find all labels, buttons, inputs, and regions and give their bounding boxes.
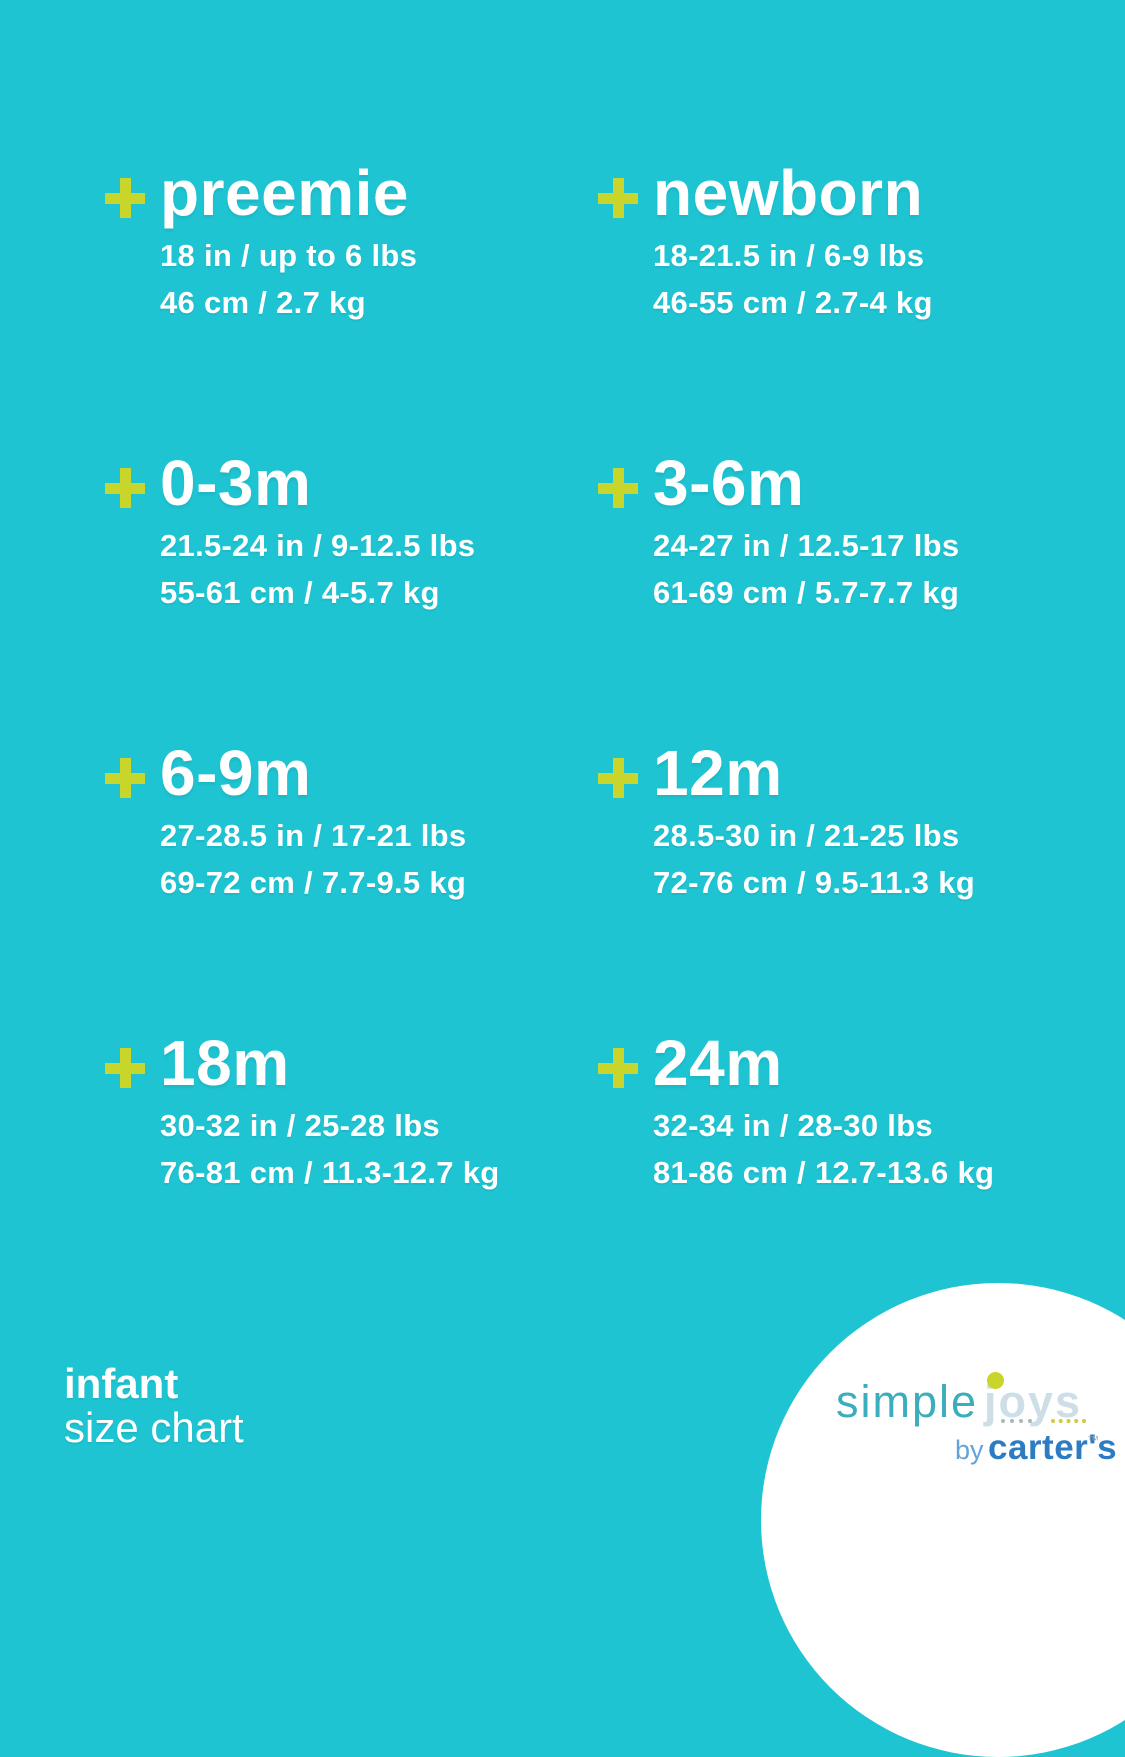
size-metric: 72-76 cm / 9.5-11.3 kg: [653, 865, 975, 900]
size-grid: preemie 18 in / up to 6 lbs 46 cm / 2.7 …: [0, 160, 1125, 1320]
size-metric: 76-81 cm / 11.3-12.7 kg: [160, 1155, 500, 1190]
size-imperial: 32-34 in / 28-30 lbs: [653, 1108, 933, 1143]
plus-icon: [105, 1048, 145, 1088]
size-imperial: 27-28.5 in / 17-21 lbs: [160, 818, 467, 853]
size-label: 18m: [160, 1027, 290, 1099]
size-cell-0-3m: 0-3m 21.5-24 in / 9-12.5 lbs 55-61 cm / …: [105, 450, 598, 740]
size-imperial: 21.5-24 in / 9-12.5 lbs: [160, 528, 476, 563]
size-label: 24m: [653, 1027, 783, 1099]
size-metric: 46-55 cm / 2.7-4 kg: [653, 285, 933, 320]
size-imperial: 18-21.5 in / 6-9 lbs: [653, 238, 925, 273]
plus-icon: [598, 468, 638, 508]
plus-icon: [105, 178, 145, 218]
size-cell-6-9m: 6-9m 27-28.5 in / 17-21 lbs 69-72 cm / 7…: [105, 740, 598, 1030]
logo-by-text: by: [955, 1435, 984, 1465]
size-cell-newborn: newborn 18-21.5 in / 6-9 lbs 46-55 cm / …: [598, 160, 1125, 450]
size-metric: 69-72 cm / 7.7-9.5 kg: [160, 865, 467, 900]
logo-carters-text: carter's: [988, 1428, 1118, 1467]
size-metric: 81-86 cm / 12.7-13.6 kg: [653, 1155, 995, 1190]
logo-dots-gray-icon: [1001, 1419, 1032, 1423]
size-label: newborn: [653, 157, 924, 229]
plus-icon: [105, 758, 145, 798]
size-cell-3-6m: 3-6m 24-27 in / 12.5-17 lbs 61-69 cm / 5…: [598, 450, 1125, 740]
plus-icon: [105, 468, 145, 508]
size-metric: 61-69 cm / 5.7-7.7 kg: [653, 575, 960, 610]
size-cell-24m: 24m 32-34 in / 28-30 lbs 81-86 cm / 12.7…: [598, 1030, 1125, 1320]
plus-icon: [598, 758, 638, 798]
size-cell-preemie: preemie 18 in / up to 6 lbs 46 cm / 2.7 …: [105, 160, 598, 450]
footer-category: infant: [64, 1360, 179, 1407]
size-label: 12m: [653, 737, 783, 809]
size-imperial: 28.5-30 in / 21-25 lbs: [653, 818, 960, 853]
size-imperial: 24-27 in / 12.5-17 lbs: [653, 528, 960, 563]
size-imperial: 30-32 in / 25-28 lbs: [160, 1108, 440, 1143]
size-label: 0-3m: [160, 447, 312, 519]
size-label: 3-6m: [653, 447, 805, 519]
size-metric: 46 cm / 2.7 kg: [160, 285, 366, 320]
size-metric: 55-61 cm / 4-5.7 kg: [160, 575, 440, 610]
logo-word-simple: simple: [836, 1376, 979, 1427]
footer-subtitle: size chart: [64, 1404, 244, 1451]
size-label: preemie: [160, 157, 409, 229]
chart-footer: infant size chart: [64, 1362, 244, 1450]
plus-icon: [598, 178, 638, 218]
size-cell-12m: 12m 28.5-30 in / 21-25 lbs 72-76 cm / 9.…: [598, 740, 1125, 1030]
size-cell-18m: 18m 30-32 in / 25-28 lbs 76-81 cm / 11.3…: [105, 1030, 598, 1320]
plus-icon: [598, 1048, 638, 1088]
size-imperial: 18 in / up to 6 lbs: [160, 238, 418, 273]
trademark-symbol: ™: [1087, 1433, 1099, 1447]
logo-j-dot-icon: [987, 1372, 1004, 1389]
size-label: 6-9m: [160, 737, 312, 809]
logo-dots-yellow-icon: [1051, 1419, 1086, 1423]
brand-logo-circle: [761, 1283, 1125, 1757]
